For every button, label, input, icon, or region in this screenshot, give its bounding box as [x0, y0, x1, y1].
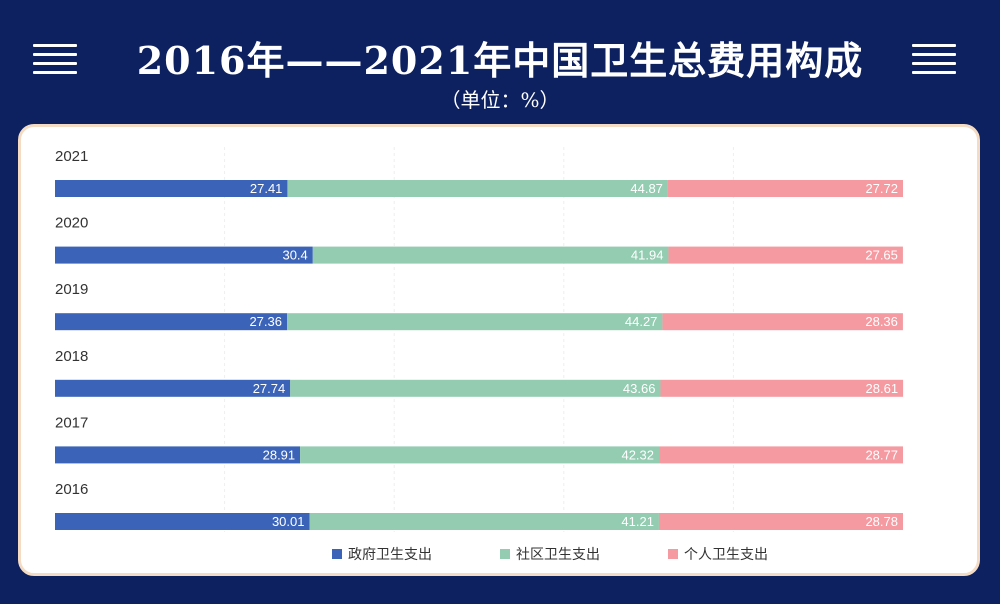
- bar-segment: [312, 246, 669, 264]
- data-label: 42.32: [621, 447, 654, 462]
- data-label: 30.4: [282, 248, 307, 263]
- data-label: 41.94: [631, 248, 664, 263]
- chart-unit: （单位：%）: [440, 88, 560, 112]
- data-label: 27.74: [253, 381, 286, 396]
- data-label: 44.87: [630, 181, 663, 196]
- data-label: 28.36: [865, 314, 898, 329]
- data-label: 27.36: [249, 314, 282, 329]
- data-label: 43.66: [623, 381, 656, 396]
- data-label: 28.78: [865, 514, 898, 529]
- year-label: 2021: [55, 148, 88, 165]
- bar-segment: [287, 180, 668, 197]
- legend-swatch: [332, 549, 342, 559]
- bar-segment: [667, 180, 903, 197]
- data-label: 27.41: [250, 181, 283, 196]
- data-label: 41.21: [621, 514, 654, 529]
- bar-segment: [55, 513, 310, 530]
- bar-segment: [55, 180, 288, 197]
- data-label: 28.77: [865, 447, 898, 462]
- legend-swatch: [500, 549, 510, 559]
- data-label: 27.65: [865, 248, 898, 263]
- year-label: 2018: [55, 348, 88, 365]
- year-label: 2017: [55, 414, 88, 431]
- bar-segment: [662, 313, 903, 331]
- chart-panel: 2021 27.41 44.87 27.72 2020 30.4 41.94 27.65 201…: [18, 124, 980, 576]
- bar-segment: [668, 246, 903, 264]
- data-label: 28.91: [263, 447, 296, 462]
- year-label: 2016: [55, 481, 88, 498]
- bar-segment: [55, 246, 313, 264]
- bar-segment: [659, 446, 903, 464]
- data-label: 30.01: [272, 514, 305, 529]
- legend-swatch: [668, 549, 678, 559]
- data-label: 27.72: [865, 181, 898, 196]
- bar-segment: [55, 446, 301, 464]
- data-label: 28.61: [866, 381, 899, 396]
- chart-title: 2016年——2021年中国卫生总费用构成: [136, 38, 864, 83]
- bar-segment: [287, 313, 663, 331]
- bar-segment: [300, 446, 660, 464]
- menu-icon[interactable]: [912, 44, 956, 76]
- bar-segment: [55, 379, 291, 397]
- bar-segment: [309, 513, 659, 530]
- data-label: 44.27: [625, 314, 658, 329]
- bar-segment: [660, 379, 904, 397]
- bar-segment: [290, 379, 661, 397]
- legend-label: 个人卫生支出: [684, 547, 768, 563]
- stacked-bar-chart: 2021 27.41 44.87 27.72 2020 30.4 41.94 27.65 201…: [55, 147, 904, 563]
- menu-icon[interactable]: [33, 44, 77, 76]
- year-label: 2019: [55, 281, 88, 298]
- legend-label: 政府卫生支出: [348, 547, 432, 563]
- bar-segment: [55, 313, 288, 331]
- year-label: 2020: [55, 215, 88, 232]
- bar-segment: [658, 513, 903, 530]
- legend-label: 社区卫生支出: [516, 547, 600, 563]
